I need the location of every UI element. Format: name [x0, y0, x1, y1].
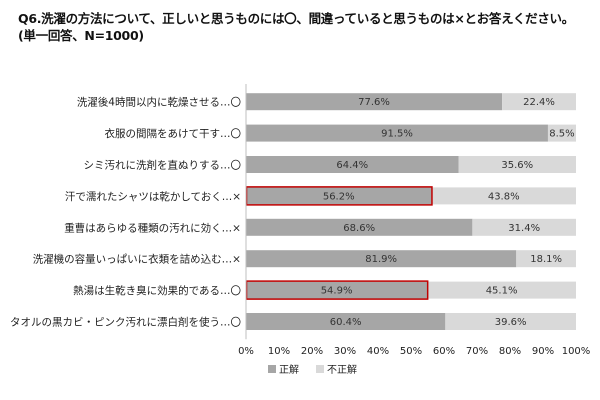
x-tick-label: 10% [268, 346, 290, 357]
bar-correct [246, 281, 428, 299]
legend-label-incorrect: 不正解 [327, 363, 357, 376]
bar-correct [246, 250, 517, 268]
data-label-incorrect: 43.8% [488, 191, 520, 202]
data-label-correct: 56.2% [323, 191, 355, 202]
data-label-correct: 91.5% [381, 129, 413, 140]
bar-incorrect [458, 156, 576, 173]
bar-correct [246, 313, 446, 330]
bar-incorrect [547, 124, 576, 142]
bar-incorrect [427, 281, 576, 299]
category-label: 衣服の間隔をあけて干す…〇 [105, 127, 242, 140]
category-label: 重曹はあらゆる種類の汚れに効く…× [64, 221, 241, 234]
chart-title: Q6.洗濯の方法について、正しいと思うものには〇、間違っていると思うものは×とお… [18, 10, 588, 44]
data-label-correct: 81.9% [365, 254, 397, 265]
category-label: 汗で濡れたシャツは乾かしておく…× [65, 190, 241, 203]
bar-correct [246, 187, 432, 205]
bar-incorrect [431, 187, 576, 205]
data-label-incorrect: 35.6% [501, 160, 533, 171]
data-label-incorrect: 22.4% [523, 97, 555, 108]
bar-correct [246, 218, 473, 236]
data-label-correct: 54.9% [321, 286, 353, 297]
category-label: シミ汚れに洗剤を直ぬりする…〇 [84, 159, 242, 172]
bar-correct [246, 124, 548, 142]
data-label-incorrect: 8.5% [549, 129, 574, 140]
bar-incorrect [502, 93, 576, 111]
legend-label-correct: 正解 [279, 363, 299, 376]
x-tick-label: 100% [562, 346, 591, 357]
x-tick-label: 50% [400, 346, 422, 357]
bar-incorrect [445, 313, 576, 330]
category-label: 洗濯後4時間以内に乾燥させる…〇 [77, 96, 241, 109]
data-label-incorrect: 18.1% [530, 254, 562, 265]
legend-swatch-incorrect [316, 365, 324, 373]
legend-swatch-correct [268, 365, 276, 373]
x-tick-label: 60% [433, 346, 455, 357]
x-tick-label: 0% [238, 346, 254, 357]
bar-incorrect [516, 250, 576, 268]
data-label-correct: 68.6% [343, 223, 375, 234]
category-label: 熱湯は生乾き臭に効果的である…〇 [73, 284, 241, 297]
x-tick-label: 70% [466, 346, 488, 357]
data-label-incorrect: 31.4% [508, 223, 540, 234]
data-label-incorrect: 39.6% [495, 317, 527, 328]
bar-incorrect [472, 218, 576, 236]
data-label-correct: 77.6% [358, 97, 390, 108]
x-tick-label: 90% [532, 346, 554, 357]
bar-correct [246, 156, 459, 173]
chart-title-line2: (単一回答、N=1000) [18, 28, 144, 43]
chart-title-line1: Q6.洗濯の方法について、正しいと思うものには〇、間違っていると思うものは×とお… [18, 11, 574, 26]
data-label-incorrect: 45.1% [486, 286, 518, 297]
category-label: タオルの黒カビ・ピンク汚れに漂白剤を使う…〇 [10, 316, 241, 329]
x-tick-label: 20% [301, 346, 323, 357]
bar-correct [246, 93, 503, 111]
category-label: 洗濯機の容量いっぱいに衣類を詰め込む…× [33, 253, 241, 266]
x-tick-label: 40% [367, 346, 389, 357]
x-tick-label: 30% [334, 346, 356, 357]
x-tick-label: 80% [499, 346, 521, 357]
data-label-correct: 60.4% [330, 317, 362, 328]
data-label-correct: 64.4% [336, 160, 368, 171]
